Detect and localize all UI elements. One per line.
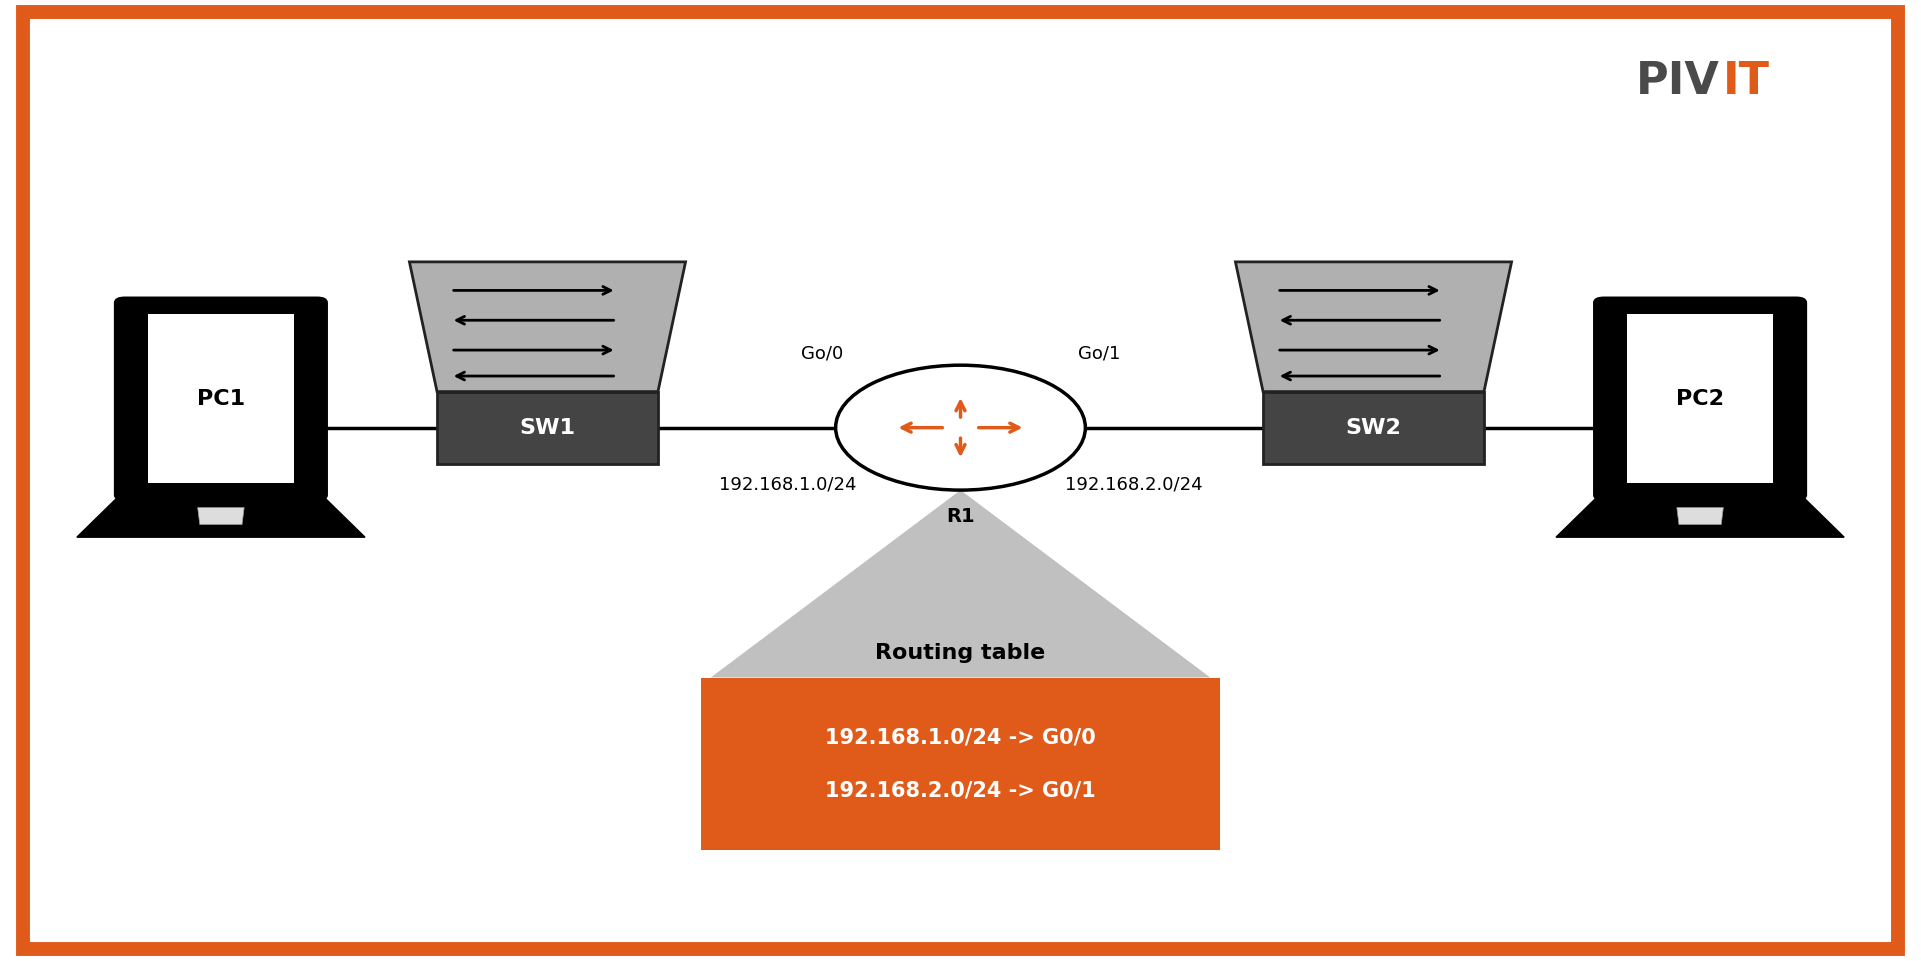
Text: Routing table: Routing table [876, 643, 1045, 663]
FancyBboxPatch shape [1594, 298, 1806, 500]
Text: 192.168.2.0/24 -> G0/1: 192.168.2.0/24 -> G0/1 [826, 781, 1095, 801]
Text: IT: IT [1723, 61, 1769, 103]
FancyBboxPatch shape [148, 314, 294, 483]
Text: 192.168.1.0/24: 192.168.1.0/24 [718, 476, 857, 494]
Polygon shape [701, 678, 1220, 850]
Polygon shape [198, 507, 244, 525]
Polygon shape [77, 495, 365, 537]
Text: Go/1: Go/1 [1078, 344, 1120, 362]
Circle shape [836, 365, 1085, 490]
Polygon shape [436, 391, 657, 463]
Text: 192.168.2.0/24: 192.168.2.0/24 [1064, 476, 1203, 494]
Polygon shape [409, 261, 686, 391]
Polygon shape [1264, 391, 1483, 463]
Text: SW1: SW1 [519, 418, 576, 437]
Polygon shape [1235, 261, 1512, 391]
Text: Go/0: Go/0 [801, 344, 843, 362]
Text: 192.168.1.0/24 -> G0/0: 192.168.1.0/24 -> G0/0 [826, 727, 1095, 747]
Polygon shape [1677, 507, 1723, 525]
Text: PC2: PC2 [1677, 389, 1723, 408]
Polygon shape [711, 490, 1210, 678]
Text: PIV: PIV [1635, 61, 1719, 103]
Text: R1: R1 [947, 507, 974, 527]
FancyBboxPatch shape [1627, 314, 1773, 483]
Text: PC1: PC1 [196, 389, 246, 408]
Polygon shape [1556, 495, 1844, 537]
FancyBboxPatch shape [115, 298, 327, 500]
Text: SW2: SW2 [1345, 418, 1402, 437]
